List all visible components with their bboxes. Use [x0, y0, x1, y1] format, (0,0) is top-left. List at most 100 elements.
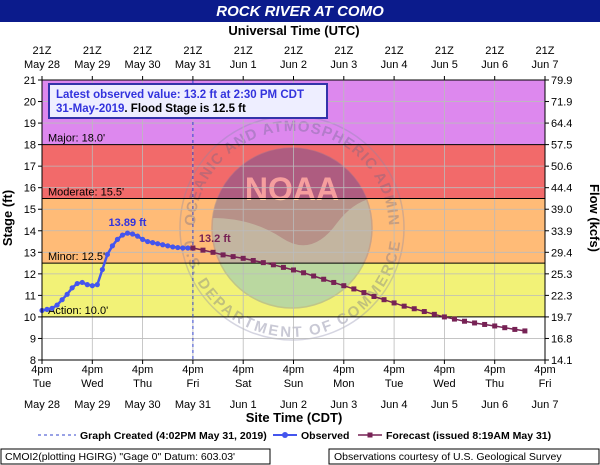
- forecast-point: [270, 262, 276, 268]
- site-time-tick-day: Thu: [133, 378, 152, 390]
- footer: CMOI2(plotting HGIRG) "Gage 0" Datum: 60…: [0, 448, 600, 465]
- latest-value-date: 31-May-2019: [56, 103, 124, 115]
- forecast-point: [421, 309, 427, 315]
- title-bar: [0, 0, 600, 22]
- forecast-point: [331, 279, 337, 285]
- svg-text:31-May-2019. Flood Stage is 12: 31-May-2019. Flood Stage is 12.5 ft: [56, 103, 246, 115]
- observed-point: [170, 244, 176, 250]
- forecast-point: [250, 257, 256, 263]
- site-time-tick-hour: 4pm: [383, 364, 404, 376]
- legend-graph-created-label: Graph Created (4:02PM May 31, 2019): [80, 430, 267, 442]
- site-time-tick-date: May 30: [125, 399, 161, 411]
- peak-annotation: 13.89 ft: [109, 217, 147, 229]
- utc-tick-date: Jun 6: [481, 59, 508, 71]
- observed-point: [109, 243, 116, 249]
- forecast-point: [351, 286, 357, 292]
- value-annotations: 13.89 ft 13.2 ft: [109, 217, 231, 245]
- flood-label-minor: Minor: 12.5': [48, 251, 105, 263]
- forecast-point: [361, 290, 367, 296]
- observed-point: [84, 282, 90, 288]
- courtesy-text: Observations courtesy of U.S. Geological…: [334, 451, 562, 463]
- utc-time-axis: 21Z May 28 21Z May 29 21Z May 30 21Z May 31 21Z J…: [24, 45, 558, 80]
- stage-tick-label: 18: [24, 140, 36, 152]
- site-time-tick-hour: 4pm: [434, 364, 455, 376]
- site-time-tick-hour: 4pm: [333, 364, 354, 376]
- observed-point: [59, 297, 65, 303]
- stage-tick-label: 10: [24, 312, 36, 324]
- site-time-tick-day: Wed: [81, 378, 103, 390]
- forecast-point: [321, 276, 327, 282]
- legend-observed-marker: [282, 432, 288, 438]
- observed-point: [185, 245, 191, 251]
- stage-tick-label: 21: [24, 75, 36, 87]
- flood-label-action: Action: 10.0': [48, 305, 108, 317]
- seal-logo-text: NOAA: [245, 171, 339, 207]
- utc-tick-date: Jun 5: [431, 59, 458, 71]
- forecast-point: [291, 267, 296, 273]
- stage-tick-label: 19: [24, 118, 36, 130]
- site-time-tick-date: Jun 7: [532, 399, 559, 411]
- forecast-point: [341, 283, 347, 289]
- observed-point: [79, 279, 85, 286]
- stage-tick-label: 14: [24, 226, 36, 238]
- site-time-tick-date: Jun 1: [230, 399, 257, 411]
- utc-tick-hour: 21Z: [83, 45, 102, 57]
- forecast-line: [192, 247, 525, 332]
- legend-forecast-marker: [367, 432, 373, 438]
- stage-tick-label: 17: [24, 161, 36, 173]
- observed-point: [180, 245, 186, 251]
- stage-axis: 8 9 10 11 12 13 14 15 16 17 18 19 20 21: [24, 75, 42, 367]
- observed-point: [74, 280, 80, 287]
- utc-tick-date: Jun 3: [330, 59, 357, 71]
- flow-tick-label: 44.4: [551, 183, 572, 195]
- site-time-tick-date: Jun 4: [381, 399, 408, 411]
- forecast-point: [371, 293, 377, 299]
- site-time-tick-date: Jun 2: [280, 399, 307, 411]
- latest-annotation: 13.2 ft: [199, 233, 231, 245]
- stage-tick-label: 13: [24, 247, 36, 259]
- forecast-point: [391, 300, 397, 306]
- site-time-tick-day: Sun: [284, 378, 304, 390]
- observed-point: [54, 302, 60, 308]
- site-time-axis: 4pm Tue May 28 4pm Wed May 29 4pm Thu May 30 4pm F…: [24, 360, 559, 411]
- observed-point: [145, 238, 151, 245]
- stage-axis-label: Stage (ft): [0, 190, 15, 246]
- flood-label-moderate: Moderate: 15.5': [48, 186, 124, 198]
- observed-point: [114, 236, 121, 242]
- site-time-tick-date: May 31: [175, 399, 211, 411]
- site-time-tick-day: Tue: [33, 378, 52, 390]
- latest-value-box: Latest observed value: 13.2 ft at 2:30 P…: [48, 83, 328, 119]
- observed-point: [134, 233, 141, 239]
- utc-tick-hour: 21Z: [435, 45, 454, 57]
- site-time-tick-day: Mon: [333, 378, 354, 390]
- utc-tick-hour: 21Z: [133, 45, 152, 57]
- site-time-tick-date: Jun 5: [431, 399, 458, 411]
- forecast-point: [492, 323, 498, 329]
- data-series: [39, 230, 528, 334]
- forecast-point: [230, 254, 236, 260]
- forecast-point: [472, 320, 478, 326]
- flow-tick-label: 64.4: [551, 118, 572, 130]
- flow-tick-label: 19.7: [551, 312, 572, 324]
- stage-tick-label: 9: [30, 333, 36, 345]
- utc-tick-hour: 21Z: [284, 45, 303, 57]
- flow-tick-label: 50.6: [551, 161, 572, 173]
- site-time-tick-hour: 4pm: [132, 364, 153, 376]
- observed-point: [160, 242, 166, 248]
- stage-tick-label: 12: [24, 269, 36, 281]
- datum-text: CMOI2(plotting HGIRG) "Gage 0" Datum: 60…: [5, 451, 235, 463]
- site-time-tick-hour: 4pm: [232, 364, 253, 376]
- site-time-tick-hour: 4pm: [31, 364, 52, 376]
- flood-stage-lines: Major: 18.0' Moderate: 15.5' Minor: 12.5' A…: [42, 133, 545, 318]
- forecast-point: [200, 247, 206, 253]
- utc-tick-hour: 21Z: [536, 45, 555, 57]
- forecast-point: [401, 303, 407, 309]
- forecast-point: [522, 328, 528, 334]
- site-time-tick-date: Jun 6: [481, 399, 508, 411]
- site-time-tick-hour: 4pm: [534, 364, 555, 376]
- site-time-tick-day: Thu: [485, 378, 504, 390]
- site-time-tick-date: May 29: [74, 399, 110, 411]
- stage-tick-label: 15: [24, 204, 36, 216]
- observed-point: [99, 266, 105, 273]
